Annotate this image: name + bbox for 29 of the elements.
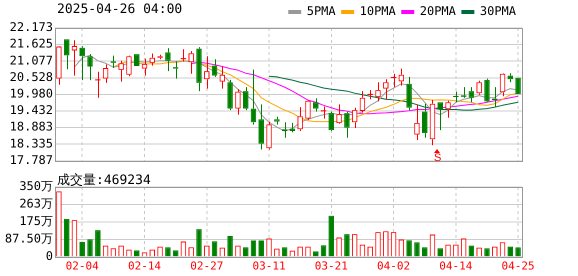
x-tick-label: 04-25	[502, 259, 535, 272]
x-tick-label: 03-21	[314, 259, 348, 272]
y-tick-label: 87.50万	[4, 231, 53, 246]
annotation: S	[434, 152, 442, 164]
y-tick-label: 175万	[19, 214, 53, 228]
x-tick-label: 04-14	[439, 259, 473, 272]
y-tick-label: 18.335	[10, 136, 53, 150]
legend-label: 20PMA	[420, 4, 457, 18]
y-tick-label: 18.883	[10, 120, 53, 134]
y-tick-label: 350万	[19, 179, 53, 194]
x-tick-label: 03-11	[252, 259, 286, 272]
x-tick-label: 02-14	[128, 259, 162, 272]
y-tick-label: 19.980	[10, 86, 53, 101]
y-tick-label: 21.625	[10, 36, 53, 51]
chart-title: 成交量:469234	[57, 172, 151, 189]
legend-label: 30PMA	[480, 4, 517, 18]
y-tick-label: 22.173	[10, 20, 53, 34]
y-tick-label: 20.528	[10, 70, 53, 84]
y-tick-label: 19.432	[10, 103, 53, 118]
y-tick-label: 21.077	[10, 53, 53, 68]
legend-label: 10PMA	[360, 4, 397, 18]
x-tick-label: 04-02	[377, 259, 410, 272]
chart-title: 2025-04-26 04:00	[57, 2, 182, 17]
y-tick-label: 263万	[19, 196, 53, 210]
x-tick-label: 02-27	[190, 259, 224, 272]
y-tick-label: 0	[46, 248, 53, 263]
y-tick-label: 17.787	[10, 152, 53, 167]
x-tick-label: 02-04	[66, 259, 100, 272]
legend-label: 5PMA	[306, 4, 336, 18]
